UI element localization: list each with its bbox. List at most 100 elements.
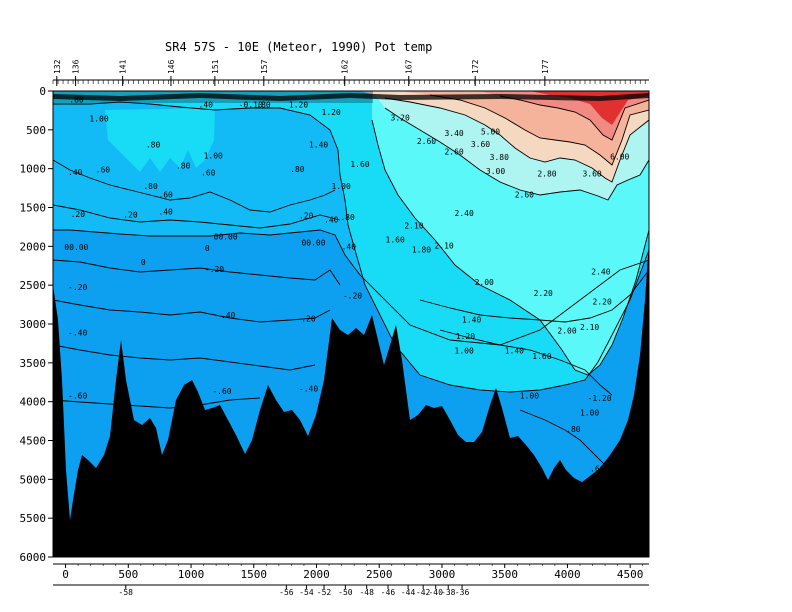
longitude-tick-label: -58 <box>119 588 134 597</box>
contour-label: .60 <box>96 166 111 175</box>
contour-label: -.20 <box>205 265 224 274</box>
contour-label: 2.20 <box>593 298 612 307</box>
contour-label: 0 <box>141 258 146 267</box>
contour-label: 2.10 <box>434 242 453 251</box>
station-tick-label: 172 <box>471 59 480 74</box>
contour-labels: .801.00.40 -0.10.80 1.201.203.202.603.402.… <box>64 96 629 474</box>
longitude-tick-label: -46 <box>381 588 396 597</box>
y-tick-label: 4000 <box>20 396 47 409</box>
contour-label: -.40 <box>68 329 87 338</box>
contour-label: 1.20 <box>322 108 341 117</box>
contour-label: 1.20 <box>456 332 475 341</box>
station-axis: 132 136 141 146 151 157 162 167 172 177 <box>52 59 649 86</box>
contour-label: 3.20 <box>391 114 410 123</box>
longitude-tick-label: -52 <box>317 588 332 597</box>
contour-label: .80 <box>566 425 581 434</box>
station-tick-label: 157 <box>260 59 269 74</box>
contour-label: .80 <box>256 100 271 109</box>
contour-label: .40 <box>342 242 357 251</box>
contour-label: 00.00 <box>64 243 88 252</box>
contour-label: -.60 <box>212 387 231 396</box>
x-tick-label: 500 <box>118 568 138 581</box>
contour-label: .80 <box>69 96 84 105</box>
bright-lens-left <box>105 108 215 172</box>
x-tick-label: 1500 <box>241 568 268 581</box>
y-tick-label: 2000 <box>20 240 47 253</box>
contour-label: 1.00 <box>332 182 351 191</box>
seafloor-bathymetry <box>53 240 649 557</box>
x-tick-label: 2000 <box>303 568 330 581</box>
y-tick-label: 1500 <box>20 202 47 215</box>
contour-label: 1.00 <box>89 114 108 123</box>
station-tick-label: 136 <box>72 59 81 74</box>
longitude-axis: -58 -56 -54 -52 -50 -48 -46 -44 -42-40-38 -36 <box>53 584 649 597</box>
contour-label: .80 <box>146 141 161 150</box>
longitude-tick-label: -44 <box>401 588 416 597</box>
station-tick-label: 162 <box>341 59 350 74</box>
station-tick-label: 177 <box>541 59 550 74</box>
contour-label: .80 <box>176 162 191 171</box>
contour-label: 1.60 <box>350 160 369 169</box>
y-tick-label: 4500 <box>20 435 47 448</box>
y-tick-label: 5000 <box>20 473 47 486</box>
contour-label: 1.00 <box>520 392 539 401</box>
contour-label: 1.80 <box>412 246 431 255</box>
contour-label: .80 <box>143 182 158 191</box>
contour-label: 2.40 <box>591 267 610 276</box>
x-tick-label: 3500 <box>491 568 518 581</box>
contour-label: 2.00 <box>557 326 576 335</box>
y-tick-label: 500 <box>26 124 46 137</box>
contour-label: -.20 <box>296 315 315 324</box>
longitude-tick-label: -36 <box>455 588 470 597</box>
contour-label: .40 <box>199 100 214 109</box>
station-tick-label: 167 <box>405 59 414 74</box>
contour-label: 2.60 <box>515 190 534 199</box>
contour-label: .40 <box>324 215 339 224</box>
longitude-tick-label: -42 <box>416 588 431 597</box>
y-tick-label: 1000 <box>20 163 47 176</box>
contour-label: .60 <box>201 169 216 178</box>
contour-label: -.60 <box>68 392 87 401</box>
y-tick-label: 3500 <box>20 357 47 370</box>
contour-label: 3.80 <box>490 153 509 162</box>
contour-lines <box>53 94 649 481</box>
contour-label: .20 <box>71 210 86 219</box>
x-tick-label: 4500 <box>617 568 644 581</box>
contour-label: 1.60 <box>386 235 405 244</box>
y-tick-label: 2500 <box>20 279 47 292</box>
contour-label: 0 <box>205 244 210 253</box>
y-tick-label: 0 <box>39 85 46 98</box>
contour-label: 2.80 <box>537 169 556 178</box>
contour-label: 2.10 <box>580 323 599 332</box>
x-tick-label: 0 <box>62 568 69 581</box>
contour-label: .60 <box>158 190 173 199</box>
contour-label: 2.00 <box>475 278 494 287</box>
top-noise-band <box>53 91 649 103</box>
longitude-tick-label: -54 <box>299 588 314 597</box>
contour-label: 6.00 <box>610 152 629 161</box>
contour-label: 00.00 <box>214 232 238 241</box>
y-tick-label: 5500 <box>20 512 47 525</box>
y-tick-label: 6000 <box>20 551 47 564</box>
contour-label: 1.40 <box>462 315 481 324</box>
y-axis: 0 500 1000 1500 2000 2500 3000 3500 4000 4500 5000… <box>20 85 53 564</box>
contour-label: -.20 <box>68 283 87 292</box>
contour-label: .20 <box>299 211 314 220</box>
x-tick-label: 3000 <box>429 568 456 581</box>
contour-label: -.40 <box>216 311 235 320</box>
contour-label: 3.60 <box>471 140 490 149</box>
contour-label: .80 <box>340 213 355 222</box>
contour-label: 2.40 <box>455 209 474 218</box>
contour-label: 1.00 <box>580 409 599 418</box>
longitude-tick-label: -50 <box>338 588 353 597</box>
contour-label: .40 <box>68 168 83 177</box>
contour-label: 1.00 <box>455 347 474 356</box>
contour-label: 1.60 <box>532 352 551 361</box>
x-tick-label: 2500 <box>366 568 393 581</box>
longitude-tick-label: -38 <box>441 588 456 597</box>
contour-label: 1.20 <box>289 100 308 109</box>
contour-label: -1.20 <box>588 394 612 403</box>
contour-label: .60 <box>590 465 605 474</box>
station-tick-label: 132 <box>53 59 62 74</box>
